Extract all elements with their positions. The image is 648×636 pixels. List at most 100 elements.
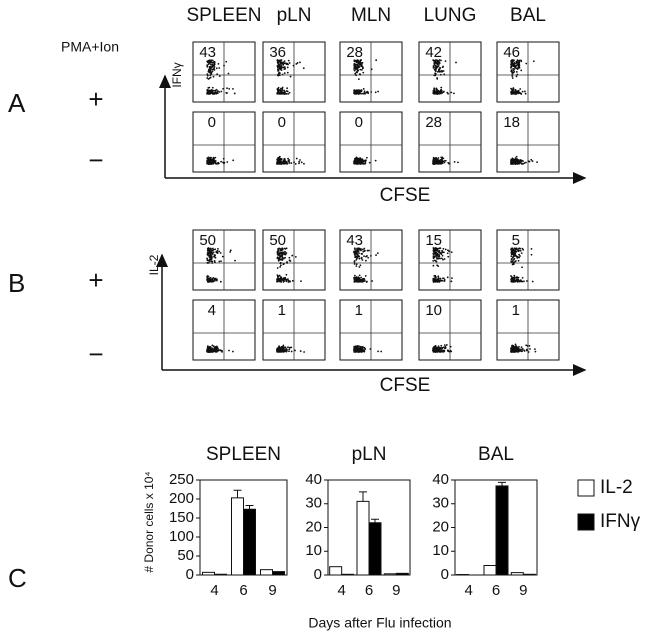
dot: [438, 91, 441, 93]
dot: [514, 345, 517, 348]
dot: [521, 276, 524, 279]
dot: [362, 88, 365, 90]
dot: [211, 351, 214, 353]
dot: [370, 68, 373, 71]
dot: [359, 73, 362, 76]
dot: [516, 68, 519, 70]
dot: [370, 91, 373, 93]
dot: [215, 279, 218, 282]
dot: [433, 247, 435, 250]
dot: [355, 64, 358, 66]
dot: [360, 256, 363, 259]
y-tick-label: 10: [432, 542, 449, 559]
dot: [286, 71, 289, 74]
dot: [513, 347, 516, 350]
dot: [521, 266, 523, 269]
dot: [217, 349, 220, 352]
y-tick-label: 10: [305, 542, 322, 559]
panel-label: C: [8, 563, 27, 593]
quadrant-value: 1: [355, 302, 363, 319]
dot: [209, 256, 212, 258]
dot: [513, 92, 516, 95]
dot: [439, 73, 442, 76]
dot: [434, 159, 437, 162]
dot: [526, 344, 529, 347]
dot: [434, 351, 437, 353]
dot: [209, 160, 211, 162]
dot: [374, 91, 377, 94]
quadrant-value: 18: [503, 114, 520, 131]
dot: [443, 258, 446, 260]
bar: [495, 485, 509, 576]
dot: [206, 276, 209, 279]
dot: [517, 63, 520, 66]
dot: [517, 247, 520, 250]
dot: [353, 274, 356, 277]
x-tick-label: 9: [392, 582, 400, 599]
dot: [281, 348, 284, 351]
dot: [440, 279, 443, 282]
dot: [514, 160, 517, 163]
chart-title: BAL: [478, 444, 514, 465]
quadrant-value: 28: [425, 114, 442, 131]
dot: [276, 161, 279, 164]
dot: [434, 276, 437, 279]
dot: [432, 158, 435, 161]
dot: [520, 350, 523, 353]
dot: [214, 261, 216, 264]
dot: [361, 349, 364, 352]
dot: [279, 60, 282, 63]
dot: [280, 249, 283, 252]
dot: [285, 161, 288, 164]
dot: [437, 265, 440, 268]
dot: [282, 66, 285, 69]
dot: [367, 256, 370, 259]
dot: [280, 87, 282, 90]
dot: [214, 89, 217, 92]
dot: [371, 280, 374, 282]
dot: [209, 345, 212, 348]
dot: [284, 250, 286, 253]
dot: [225, 91, 228, 94]
dot: [438, 255, 441, 258]
dot: [519, 88, 522, 90]
dot: [514, 158, 517, 161]
dot: [276, 250, 279, 253]
dot: [207, 86, 210, 89]
dot: [443, 161, 446, 164]
dot: [450, 91, 453, 94]
dot: [212, 162, 215, 164]
dot: [525, 344, 528, 347]
dot: [511, 73, 514, 75]
dot: [216, 162, 218, 165]
dot: [353, 251, 355, 254]
dot: [218, 67, 221, 69]
dot: [434, 274, 437, 277]
dot: [437, 253, 440, 256]
dot: [281, 86, 284, 89]
dot: [436, 63, 439, 66]
dot: [355, 89, 358, 92]
dot: [442, 70, 445, 72]
dot: [442, 346, 445, 349]
dot: [210, 159, 213, 162]
dot: [514, 62, 516, 65]
dot: [359, 68, 362, 71]
dot: [443, 73, 446, 76]
dot: [531, 280, 534, 283]
dot: [282, 346, 285, 349]
dot: [356, 277, 359, 280]
dot: [354, 255, 357, 257]
dot: [285, 247, 288, 250]
dot: [434, 72, 436, 75]
dot: [359, 162, 362, 165]
dot: [282, 159, 285, 162]
dot: [361, 162, 364, 165]
dot: [212, 251, 215, 254]
dot: [278, 63, 280, 66]
dot: [358, 279, 361, 281]
dot: [436, 65, 439, 68]
x-tick-label: 9: [519, 582, 527, 599]
dot: [441, 162, 444, 165]
dot: [209, 278, 212, 281]
